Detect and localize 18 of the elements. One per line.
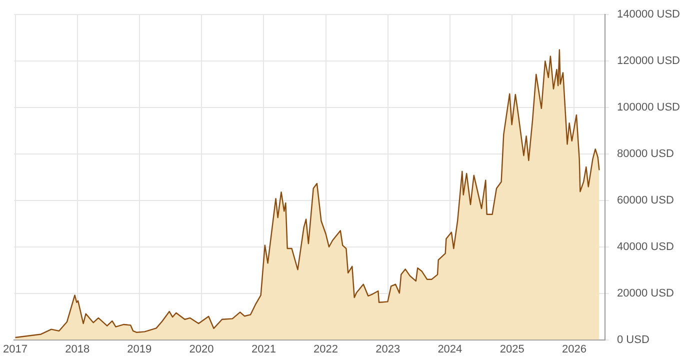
- x-tick-label: 2026: [562, 343, 586, 356]
- x-tick-label: 2017: [3, 343, 28, 356]
- y-tick-label: 40000 USD: [617, 240, 674, 253]
- x-tick-label: 2020: [189, 343, 214, 356]
- y-tick-label: 80000 USD: [617, 148, 674, 160]
- y-tick-label: 20000 USD: [617, 287, 674, 300]
- y-tick-label: 60000 USD: [617, 194, 674, 206]
- y-tick-label: 0 USD: [617, 334, 650, 346]
- x-tick-label: 2018: [65, 343, 90, 356]
- x-tick-label: 2021: [251, 343, 276, 356]
- y-tick-label: 140000 USD: [617, 8, 680, 21]
- x-tick-label: 2025: [500, 343, 524, 356]
- y-tick-label: 100000 USD: [617, 102, 680, 114]
- x-tick-label: 2022: [314, 343, 338, 356]
- y-tick-label: 120000 USD: [617, 55, 680, 68]
- x-tick-label: 2019: [127, 343, 152, 356]
- x-tick-label: 2024: [438, 343, 462, 356]
- x-tick-label: 2023: [376, 343, 400, 356]
